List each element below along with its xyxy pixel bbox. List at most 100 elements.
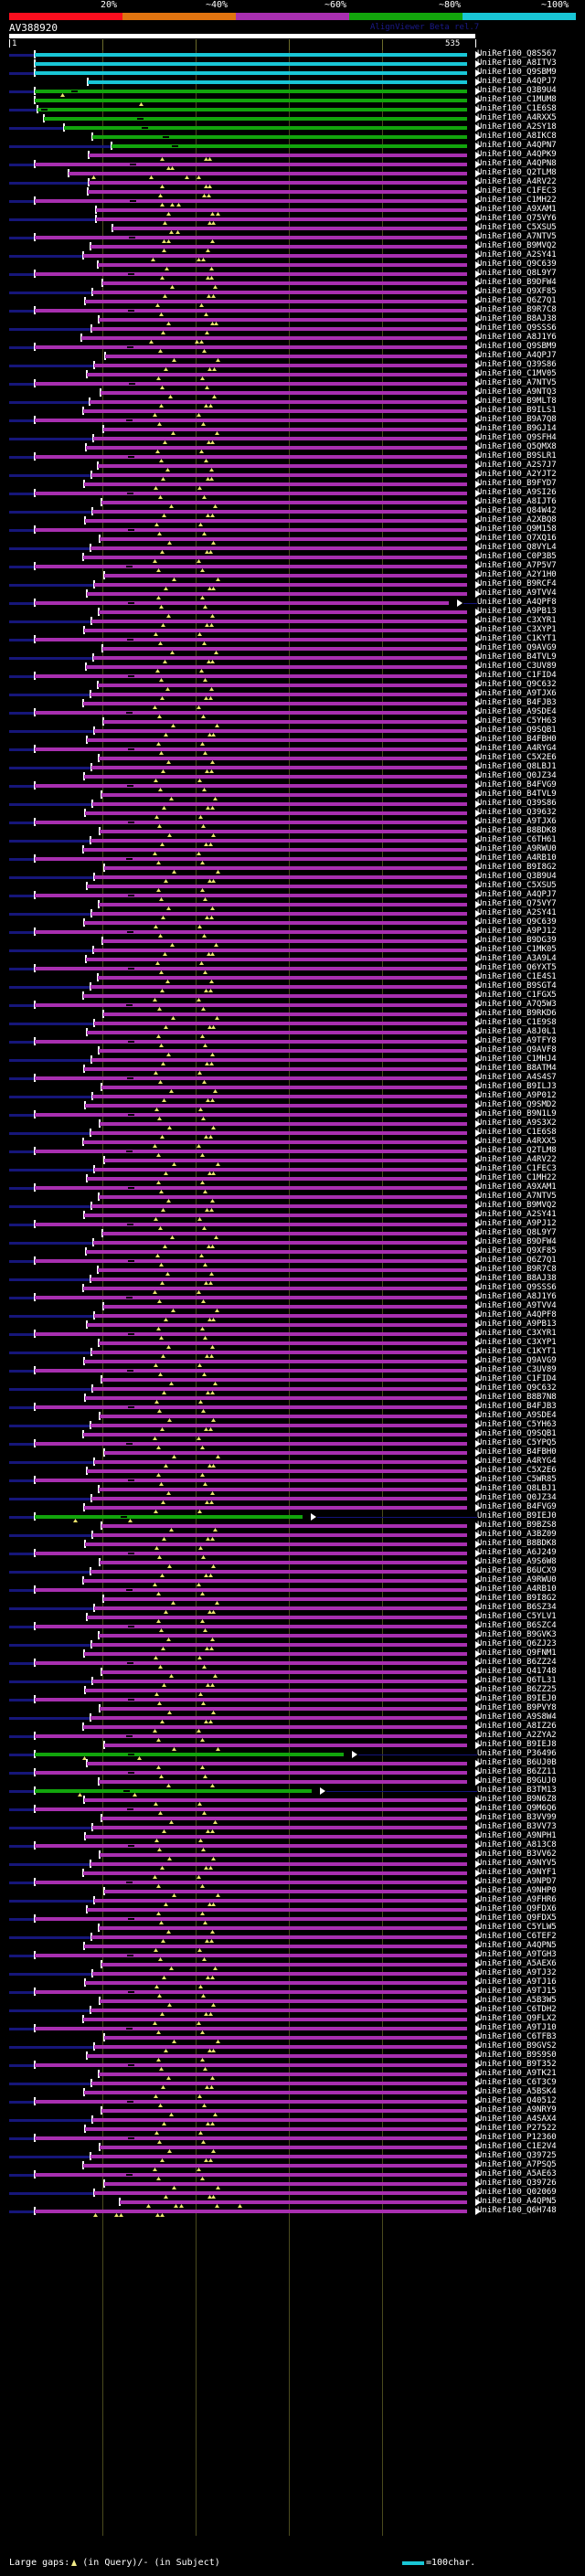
hsp-bar[interactable]: [98, 1268, 467, 1272]
subject-accession-label[interactable]: UniRef100_Q9M158: [477, 525, 557, 534]
hsp-bar[interactable]: [35, 674, 467, 678]
hsp-bar[interactable]: [93, 437, 467, 440]
subject-accession-label[interactable]: UniRef100_A2SY41: [477, 908, 557, 917]
subject-accession-label[interactable]: UniRef100_Q8LBJ1: [477, 1484, 557, 1493]
subject-accession-label[interactable]: UniRef100_B9DG39: [477, 936, 557, 945]
alignment-row[interactable]: UniRef100_Q9SQB1: [0, 726, 585, 737]
subject-accession-label[interactable]: UniRef100_A9NTQ3: [477, 387, 557, 397]
alignment-row[interactable]: UniRef100_B6ZZ25: [0, 1685, 585, 1696]
alignment-row[interactable]: UniRef100_A9TFY8: [0, 1036, 585, 1047]
hsp-bar[interactable]: [90, 2155, 467, 2158]
alignment-row[interactable]: UniRef100_C1FID4: [0, 671, 585, 682]
alignment-row[interactable]: UniRef100_C5X2E6: [0, 1466, 585, 1477]
subject-accession-label[interactable]: UniRef100_A9NRY9: [477, 2105, 557, 2115]
alignment-row[interactable]: UniRef100_A9S3X2: [0, 1118, 585, 1129]
hsp-bar[interactable]: [99, 318, 467, 322]
hsp-bar[interactable]: [96, 208, 467, 212]
alignment-row[interactable]: UniRef100_C1MH22: [0, 1173, 585, 1184]
subject-accession-label[interactable]: UniRef100_A2SY41: [477, 250, 557, 260]
hsp-bar[interactable]: [83, 1725, 467, 1729]
alignment-row[interactable]: UniRef100_A4RB10: [0, 853, 585, 864]
alignment-row[interactable]: UniRef100_A9TJX6: [0, 689, 585, 700]
hsp-bar[interactable]: [100, 1707, 467, 1711]
alignment-row[interactable]: UniRef100_Q9AVG9: [0, 643, 585, 654]
alignment-row[interactable]: UniRef100_Q3B9U4: [0, 86, 585, 97]
alignment-row[interactable]: UniRef100_Q8L9Y7: [0, 1228, 585, 1239]
hsp-bar[interactable]: [85, 1104, 467, 1108]
alignment-row[interactable]: UniRef100_Q39726: [0, 2178, 585, 2189]
hsp-bar[interactable]: [69, 172, 467, 175]
hsp-bar[interactable]: [91, 912, 467, 916]
hsp-bar[interactable]: [35, 1844, 467, 1848]
subject-accession-label[interactable]: UniRef100_Q9SSS6: [477, 323, 557, 333]
hsp-bar[interactable]: [35, 1442, 467, 1446]
hsp-bar[interactable]: [91, 327, 467, 331]
alignment-row[interactable]: UniRef100_C1KYT1: [0, 634, 585, 645]
alignment-row[interactable]: UniRef100_C5YLW5: [0, 1923, 585, 1934]
alignment-row[interactable]: UniRef100_Q39632: [0, 808, 585, 819]
subject-accession-label[interactable]: UniRef100_C1MH22: [477, 196, 557, 205]
alignment-row[interactable]: UniRef100_A8IKC8: [0, 132, 585, 142]
alignment-row[interactable]: UniRef100_B9MVQ2: [0, 1201, 585, 1212]
alignment-row[interactable]: UniRef100_B8BDK8: [0, 826, 585, 837]
hsp-bar[interactable]: [83, 1140, 467, 1144]
alignment-row[interactable]: UniRef100_A9TJ15: [0, 1987, 585, 1998]
hsp-bar[interactable]: [99, 610, 467, 614]
subject-accession-label[interactable]: UniRef100_B9R7C8: [477, 305, 557, 314]
subject-accession-label[interactable]: UniRef100_B9I8G2: [477, 863, 557, 872]
alignment-row[interactable]: UniRef100_B4FJB3: [0, 1402, 585, 1413]
alignment-row[interactable]: UniRef100_Q6Z7Q1: [0, 296, 585, 307]
alignment-row[interactable]: UniRef100_B9DFW4: [0, 278, 585, 289]
hsp-bar[interactable]: [91, 1351, 467, 1354]
hsp-bar[interactable]: [99, 1780, 467, 1784]
alignment-row[interactable]: UniRef100_Q9FDX6: [0, 1904, 585, 1915]
hsp-bar[interactable]: [83, 1579, 467, 1583]
alignment-row[interactable]: UniRef100_A2SY41: [0, 250, 585, 261]
subject-accession-label[interactable]: UniRef100_A9TJ10: [477, 2023, 557, 2032]
hsp-bar[interactable]: [101, 793, 467, 797]
subject-accession-label[interactable]: UniRef100_Q9SFH4: [477, 433, 557, 442]
subject-accession-label[interactable]: UniRef100_B9BZS8: [477, 1521, 557, 1530]
subject-accession-label[interactable]: UniRef100_Q39632: [477, 808, 557, 817]
subject-accession-label[interactable]: UniRef100_A9TJ16: [477, 1977, 557, 1987]
subject-accession-label[interactable]: UniRef100_C5YH63: [477, 1420, 557, 1429]
hsp-bar[interactable]: [94, 729, 467, 733]
hsp-bar[interactable]: [101, 1524, 467, 1528]
subject-accession-label[interactable]: UniRef100_B8AJ38: [477, 314, 557, 323]
hsp-bar[interactable]: [103, 1305, 467, 1309]
subject-accession-label[interactable]: UniRef100_B9MVQ2: [477, 241, 557, 250]
subject-accession-label[interactable]: UniRef100_Q9XF85: [477, 1246, 557, 1256]
hsp-bar[interactable]: [85, 300, 467, 303]
alignment-row[interactable]: UniRef100_A8ITV3: [0, 58, 585, 69]
hsp-bar[interactable]: [104, 1159, 467, 1162]
subject-accession-label[interactable]: UniRef100_Q39726: [477, 2178, 557, 2188]
hsp-bar[interactable]: [35, 1113, 467, 1117]
alignment-row[interactable]: UniRef100_A9TK21: [0, 2069, 585, 2080]
alignment-row[interactable]: UniRef100_Q02069: [0, 2188, 585, 2199]
hsp-bar[interactable]: [83, 702, 467, 705]
hsp-bar[interactable]: [87, 1323, 467, 1327]
alignment-row[interactable]: UniRef100_A9TJX6: [0, 817, 585, 828]
alignment-row[interactable]: UniRef100_B3VV73: [0, 1822, 585, 1833]
alignment-row[interactable]: UniRef100_B8AJ38: [0, 314, 585, 325]
alignment-row[interactable]: UniRef100_Q9XF85: [0, 1246, 585, 1257]
alignment-row[interactable]: UniRef100_Q0JZ34: [0, 771, 585, 782]
subject-accession-label[interactable]: UniRef100_A4QPJ7: [477, 351, 557, 360]
alignment-row[interactable]: UniRef100_C1MH22: [0, 196, 585, 207]
subject-accession-label[interactable]: UniRef100_Q75VY6: [477, 214, 557, 223]
hsp-bar[interactable]: [99, 1926, 467, 1930]
hsp-bar[interactable]: [92, 1826, 467, 1829]
hsp-bar[interactable]: [94, 1899, 467, 1903]
alignment-row[interactable]: UniRef100_B9PVY8: [0, 1703, 585, 1714]
alignment-row[interactable]: UniRef100_C5YLV1: [0, 1612, 585, 1623]
alignment-row[interactable]: UniRef100_B4FVG9: [0, 780, 585, 791]
alignment-row[interactable]: UniRef100_B3VV62: [0, 1850, 585, 1860]
alignment-row[interactable]: UniRef100_A4RYG4: [0, 1457, 585, 1468]
subject-accession-label[interactable]: UniRef100_Q8LBJ1: [477, 762, 557, 771]
alignment-row[interactable]: UniRef100_A9NPH1: [0, 1831, 585, 1842]
hsp-bar[interactable]: [92, 1533, 467, 1537]
alignment-row[interactable]: UniRef100_A9S8W4: [0, 1712, 585, 1723]
alignment-row[interactable]: UniRef100_A2ZYA2: [0, 1731, 585, 1742]
hsp-bar[interactable]: [83, 1287, 467, 1290]
hsp-bar[interactable]: [102, 647, 467, 651]
